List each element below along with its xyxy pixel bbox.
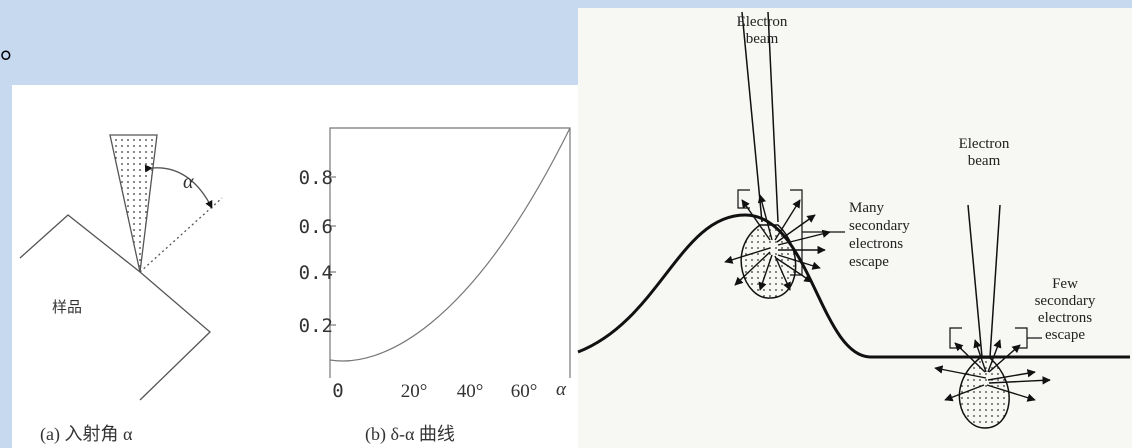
beam-label: Electron beam — [959, 136, 1010, 169]
header-text: 。 — [0, 31, 30, 66]
x-tick-label: 40° — [457, 381, 484, 402]
x-tick-label: 20° — [401, 381, 428, 402]
figure-c-panel — [578, 8, 1132, 448]
y-tick-label: 0.4 — [299, 262, 333, 284]
y-tick-label: 0.2 — [299, 315, 333, 337]
beam-label: Electron beam — [737, 14, 788, 47]
x-tick-label: 0 — [332, 380, 343, 402]
interaction-volume — [740, 224, 797, 299]
x-tick-label: α — [556, 379, 567, 400]
electron-arrows — [724, 194, 1051, 402]
normal-line — [139, 197, 223, 273]
x-tick-label: 60° — [511, 381, 538, 402]
figure-b — [329, 127, 571, 378]
angle-arrow — [144, 164, 213, 209]
figure-c — [577, 11, 1130, 429]
sample-label: 样品 — [52, 298, 82, 316]
y-tick-label: 0.6 — [299, 216, 333, 238]
caption-a: (a) 入射角 α — [40, 424, 133, 445]
figure-ab-panel — [12, 85, 578, 448]
few-label: Few secondary electrons escape — [1035, 276, 1096, 343]
delta-curve — [329, 127, 571, 362]
escape-brackets — [737, 189, 1042, 349]
angle-label: α — [183, 171, 194, 193]
figure-a — [19, 134, 223, 401]
many-label: Many secondary electrons escape — [849, 200, 910, 270]
caption-b: (b) δ-α 曲线 — [365, 424, 455, 445]
surface — [577, 213, 1130, 359]
y-tick-label: 0.8 — [299, 167, 333, 189]
plot-frame — [329, 127, 571, 378]
